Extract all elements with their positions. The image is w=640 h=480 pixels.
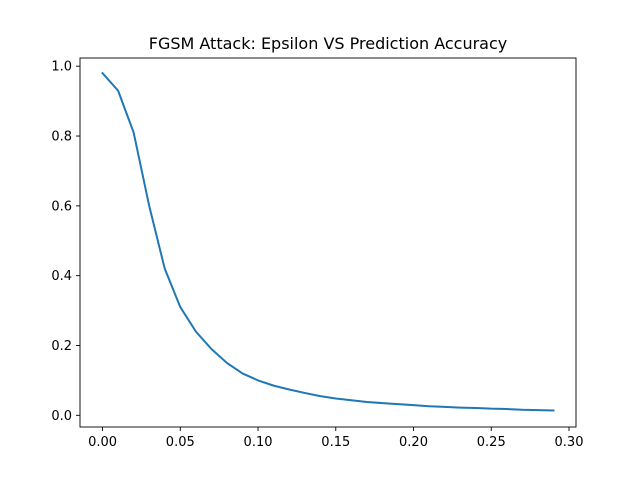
accuracy-series-line xyxy=(101,71,555,412)
ticks-layer: 0.00 0.05 0.10 0.15 0.20 0.25 0.30 0.0 0.2 0.4 0.6… xyxy=(51,60,583,450)
chart-title: FGSM Attack: Epsilon VS Prediction Accur… xyxy=(149,34,508,53)
series-layer xyxy=(101,71,555,412)
plot-frame xyxy=(79,57,577,428)
x-tick-label: 0.20 xyxy=(399,435,428,450)
y-tick-label: 0.2 xyxy=(51,339,72,354)
x-tick-label: 0.30 xyxy=(555,435,584,450)
x-tick-label: 0.10 xyxy=(244,435,273,450)
x-tick-label: 0.05 xyxy=(166,435,195,450)
x-tick-label: 0.25 xyxy=(477,435,506,450)
x-tick-label: 0.00 xyxy=(88,435,117,450)
y-tick-label: 0.8 xyxy=(51,130,72,145)
y-tick-label: 0.6 xyxy=(51,199,72,214)
x-tick-label: 0.15 xyxy=(321,435,350,450)
y-tick-label: 0.4 xyxy=(51,269,72,284)
y-tick-label: 0.0 xyxy=(51,409,72,424)
y-tick-label: 1.0 xyxy=(51,60,72,75)
